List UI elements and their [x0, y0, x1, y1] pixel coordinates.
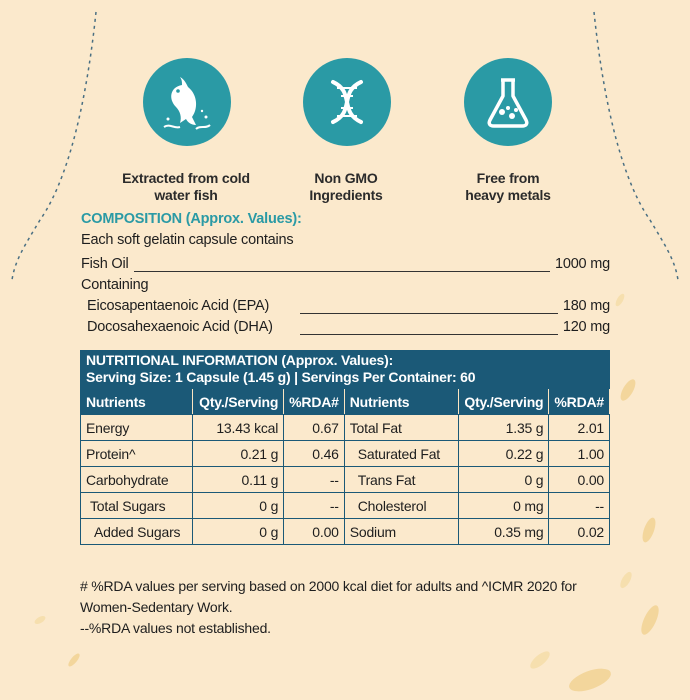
nutrient-rda: 1.00	[548, 440, 610, 467]
col-header: Nutrients	[79, 389, 194, 415]
feature-label-heavy-metals: Free from heavy metals	[433, 170, 583, 204]
dna-icon	[303, 58, 391, 146]
footnote-line: # %RDA values per serving based on 2000 …	[80, 578, 577, 594]
col-header: %RDA#	[548, 389, 610, 415]
nutrition-title: NUTRITIONAL INFORMATION (Approx. Values)…	[86, 352, 394, 368]
feature-label-line: Non GMO	[314, 170, 378, 186]
fish-oil-label: Fish Oil	[81, 256, 129, 272]
nutrient-qty: 1.35 g	[457, 414, 550, 441]
nutrient-rda: 0.46	[283, 440, 345, 467]
table-row: Added Sugars 0 g 0.00 Sodium 0.35 mg 0.0…	[79, 518, 610, 545]
leader-line	[300, 313, 558, 314]
feature-label-non-gmo: Non GMO Ingredients	[271, 170, 421, 204]
footnotes: # %RDA values per serving based on 2000 …	[80, 576, 640, 639]
nutrient-qty: 0 mg	[457, 492, 550, 519]
nutrient-qty: 13.43 kcal	[192, 414, 285, 441]
dha-label: Docosahexaenoic Acid (DHA)	[87, 319, 273, 335]
table-header-row: Nutrients Qty./Serving %RDA# Nutrients Q…	[79, 389, 610, 415]
nutrient-name: Total Sugars	[79, 492, 194, 519]
col-header: Nutrients	[343, 389, 459, 415]
nutrition-table: Nutrients Qty./Serving %RDA# Nutrients Q…	[79, 389, 610, 545]
feature-label-line: Ingredients	[309, 187, 383, 203]
nutrient-rda: 0.02	[548, 518, 610, 545]
leader-line	[134, 271, 550, 272]
table-row: Carbohydrate 0.11 g -- Trans Fat 0 g 0.0…	[79, 466, 610, 493]
table-row: Protein^ 0.21 g 0.46 Saturated Fat 0.22 …	[79, 440, 610, 467]
fish-icon	[143, 58, 231, 146]
nutrient-rda: --	[283, 466, 345, 493]
nutrient-name: Total Fat	[343, 414, 459, 441]
nutrient-name: Carbohydrate	[79, 466, 194, 493]
nutrient-name: Sodium	[343, 518, 459, 545]
composition-intro: Each soft gelatin capsule contains	[81, 232, 294, 248]
nutrient-qty: 0.22 g	[457, 440, 550, 467]
flask-icon	[464, 58, 552, 146]
footnote-line: Women-Sedentary Work.	[80, 599, 233, 615]
nutrition-header: NUTRITIONAL INFORMATION (Approx. Values)…	[80, 350, 610, 389]
composition-title: COMPOSITION (Approx. Values):	[81, 211, 302, 227]
nutrient-name: Energy	[79, 414, 194, 441]
feature-label-line: heavy metals	[465, 187, 551, 203]
serving-info: Serving Size: 1 Capsule (1.45 g) | Servi…	[86, 369, 476, 385]
nutrient-qty: 0 g	[192, 492, 285, 519]
nutrition-panel: NUTRITIONAL INFORMATION (Approx. Values)…	[79, 350, 610, 545]
feature-label-line: water fish	[154, 187, 218, 203]
nutrient-rda: --	[548, 492, 610, 519]
nutrient-name: Added Sugars	[79, 518, 194, 545]
nutrient-name: Saturated Fat	[343, 440, 459, 467]
col-header: Qty./Serving	[457, 389, 550, 415]
epa-value: 180 mg	[562, 298, 610, 314]
feature-label-cold-water: Extracted from cold water fish	[111, 170, 261, 204]
nutrient-rda: 0.67	[283, 414, 345, 441]
nutrient-qty: 0.11 g	[192, 466, 285, 493]
feature-label-line: Extracted from cold	[122, 170, 250, 186]
col-header: Qty./Serving	[192, 389, 285, 415]
dha-row: Docosahexaenoic Acid (DHA) 120 mg	[0, 319, 690, 339]
nutrient-qty: 0.35 mg	[457, 518, 550, 545]
epa-row: Eicosapentaenoic Acid (EPA) 180 mg	[0, 298, 690, 318]
table-row: Total Sugars 0 g -- Cholesterol 0 mg --	[79, 492, 610, 519]
nutrient-rda: --	[283, 492, 345, 519]
dha-value: 120 mg	[562, 319, 610, 335]
nutrient-qty: 0.21 g	[192, 440, 285, 467]
col-header: %RDA#	[283, 389, 345, 415]
leader-line	[300, 334, 558, 335]
feature-label-line: Free from	[476, 170, 540, 186]
nutrient-name: Trans Fat	[343, 466, 459, 493]
epa-label: Eicosapentaenoic Acid (EPA)	[87, 298, 270, 314]
nutrient-name: Protein^	[79, 440, 194, 467]
nutrient-qty: 0 g	[457, 466, 550, 493]
nutrient-name: Cholesterol	[343, 492, 459, 519]
nutrient-rda: 0.00	[548, 466, 610, 493]
nutrient-rda: 0.00	[283, 518, 345, 545]
nutrient-rda: 2.01	[548, 414, 610, 441]
footnote-line: --%RDA values not established.	[80, 620, 271, 636]
fish-oil-value: 1000 mg	[554, 256, 610, 272]
nutrient-qty: 0 g	[192, 518, 285, 545]
fish-oil-row: Fish Oil 1000 mg	[0, 256, 690, 276]
table-row: Energy 13.43 kcal 0.67 Total Fat 1.35 g …	[79, 414, 610, 441]
containing-label: Containing	[81, 277, 149, 293]
